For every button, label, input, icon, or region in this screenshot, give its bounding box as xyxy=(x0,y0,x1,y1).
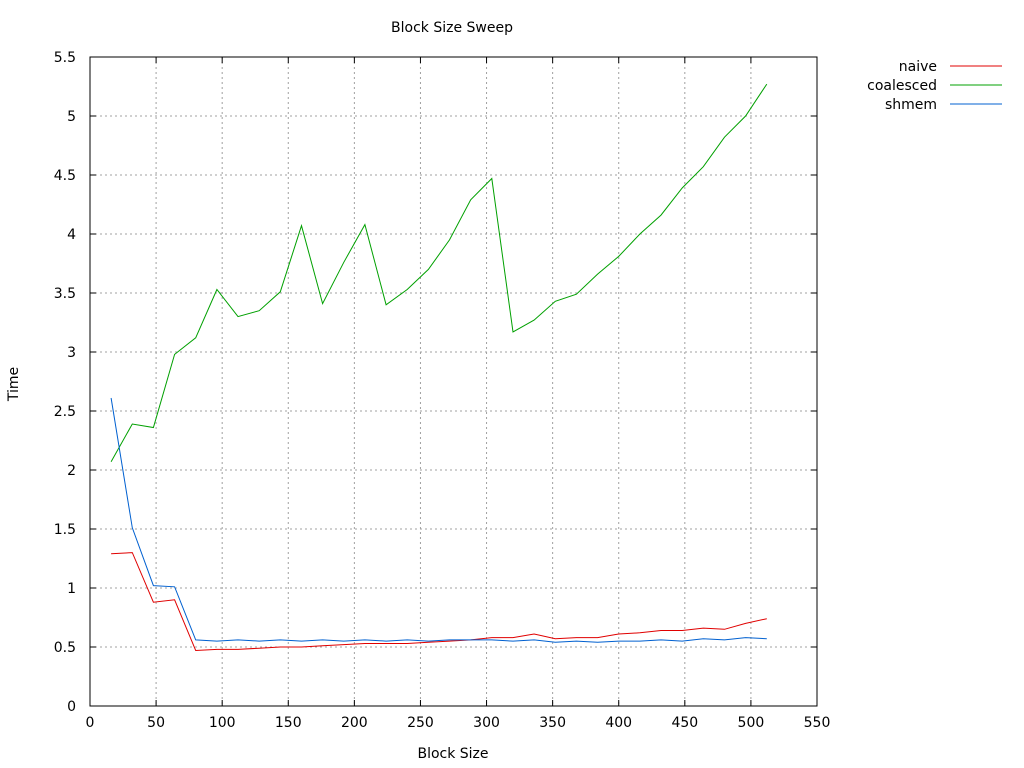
legend: naive coalesced shmem xyxy=(867,59,1002,113)
y-tick-label: 1.5 xyxy=(54,522,76,538)
x-tick-label: 50 xyxy=(147,715,165,731)
chart-title: Block Size Sweep xyxy=(391,20,513,36)
axis-ticks: 0 50 100 150 200 250 300 350 400 450 500 550 0 0.5 1 1.… xyxy=(54,50,831,731)
legend-label-coalesced: coalesced xyxy=(867,78,937,94)
series-line-naive xyxy=(111,552,767,652)
y-tick-label: 5.5 xyxy=(54,50,76,66)
y-tick-label: 0 xyxy=(67,699,76,715)
y-tick-label: 2.5 xyxy=(54,404,76,420)
y-tick-label: 5 xyxy=(67,109,76,125)
x-tick-label: 550 xyxy=(804,715,831,731)
y-tick-label: 3.5 xyxy=(54,286,76,302)
y-tick-label: 1 xyxy=(67,581,76,597)
x-tick-label: 500 xyxy=(738,715,765,731)
x-tick-label: 450 xyxy=(671,715,698,731)
x-tick-label: 200 xyxy=(341,715,368,731)
x-tick-label: 300 xyxy=(473,715,500,731)
y-axis-title: Time xyxy=(6,367,22,402)
legend-label-shmem: shmem xyxy=(885,97,937,113)
x-tick-label: 0 xyxy=(86,715,95,731)
series-line-shmem xyxy=(110,397,767,643)
x-axis-title: Block Size xyxy=(417,746,488,762)
x-tick-label: 350 xyxy=(539,715,566,731)
x-tick-label: 250 xyxy=(407,715,434,731)
y-tick-label: 4.5 xyxy=(54,168,76,184)
y-tick-label: 2 xyxy=(67,463,76,479)
x-tick-label: 100 xyxy=(209,715,236,731)
legend-label-naive: naive xyxy=(899,59,937,75)
x-tick-label: 150 xyxy=(275,715,302,731)
plot-frame xyxy=(89,56,818,707)
y-tick-label: 3 xyxy=(67,345,76,361)
y-tick-label: 0.5 xyxy=(54,640,76,656)
series-lines xyxy=(110,83,768,652)
y-tick-label: 4 xyxy=(67,227,76,243)
grid xyxy=(90,57,817,706)
series-line-coalesced xyxy=(110,83,768,462)
x-tick-label: 400 xyxy=(605,715,632,731)
